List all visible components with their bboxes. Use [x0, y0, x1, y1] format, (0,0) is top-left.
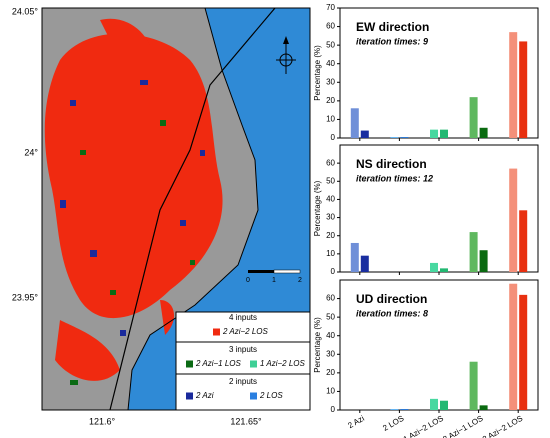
lon-label: 121.65° [230, 416, 262, 426]
bar [400, 137, 409, 138]
bar [350, 242, 359, 272]
bar [519, 294, 528, 410]
bar [430, 262, 438, 272]
bar [430, 129, 438, 138]
lon-label: 121.6° [89, 416, 116, 426]
legend-swatch [213, 328, 220, 336]
chart-subtitle: iteration times: 12 [356, 173, 433, 183]
bar [440, 129, 448, 138]
y-tick-label: 30 [326, 213, 335, 222]
y-tick-label: 10 [326, 115, 335, 124]
bar [479, 405, 488, 410]
legend-swatch [250, 392, 257, 400]
x-tick-label: 2 LOS [381, 414, 405, 433]
y-tick-label: 60 [326, 294, 335, 303]
y-tick-label: 60 [326, 158, 335, 167]
bar [519, 41, 528, 138]
y-axis-label: Percentage (%) [313, 180, 322, 236]
coastline [127, 7, 259, 411]
bar [519, 210, 528, 272]
legend-label: 2 LOS [259, 391, 283, 400]
north-arrow [276, 36, 296, 74]
chart-title: NS direction [356, 157, 427, 171]
y-axis-label: Percentage (%) [313, 317, 322, 373]
y-tick-label: 20 [326, 368, 335, 377]
bar [469, 361, 478, 410]
bar [400, 409, 409, 410]
legend-label: 1 Azi−2 LOS [260, 359, 306, 368]
y-tick-label: 40 [326, 331, 335, 340]
urban-area [55, 18, 175, 381]
bar [440, 268, 448, 272]
sea [128, 8, 310, 410]
y-tick-label: 50 [326, 312, 335, 321]
y-tick-label: 40 [326, 59, 335, 68]
legend-label: 2 Azi−2 LOS [222, 327, 269, 336]
y-tick-label: 50 [326, 176, 335, 185]
legend-swatch [186, 360, 193, 368]
chart-subtitle: iteration times: 8 [356, 308, 428, 318]
bar [430, 398, 438, 410]
lat-label: 23.95° [12, 292, 39, 302]
legend-group-title: 3 inputs [229, 345, 257, 354]
legend-label: 2 Azi−1 LOS [195, 359, 242, 368]
legend-group-title: 4 inputs [229, 313, 257, 322]
y-tick-label: 20 [326, 231, 335, 240]
urban-area [44, 33, 223, 319]
bar [350, 108, 359, 138]
x-tick-label: 2 Azi−1 LOS [441, 414, 484, 438]
scale-label: 1 [272, 277, 276, 284]
bar [509, 168, 518, 272]
fault-line [109, 7, 276, 411]
charts: 0 10 20 30 40 50 60 70 EW direction iteration tim… [313, 3, 539, 438]
bar [509, 283, 518, 410]
chart-title: EW direction [356, 20, 429, 34]
bar [479, 127, 488, 138]
legend-swatch [186, 392, 193, 400]
bar [390, 137, 399, 138]
bar [360, 130, 369, 138]
y-tick-label: 20 [326, 96, 335, 105]
legend-group-title: 2 inputs [229, 377, 257, 386]
scale-label: 2 [298, 277, 302, 284]
y-tick-label: 10 [326, 249, 335, 258]
y-tick-label: 70 [326, 3, 335, 12]
scale-label: 0 [246, 277, 250, 284]
pixels [60, 80, 205, 336]
y-axis-label: Percentage (%) [313, 45, 322, 101]
lat-label: 24.05° [12, 6, 39, 16]
y-tick-label: 0 [331, 405, 336, 414]
bar [479, 250, 488, 272]
y-tick-label: 0 [331, 267, 336, 276]
y-tick-label: 10 [326, 387, 335, 396]
bar [390, 409, 399, 410]
bar [469, 232, 478, 272]
chart-subtitle: iteration times: 9 [356, 36, 428, 46]
map: 0 1 2 24.05° 24° 23.95° 121.6° 121.65° 4… [12, 6, 311, 426]
y-tick-label: 30 [326, 77, 335, 86]
bar [440, 400, 448, 410]
x-tick-label: 1 Azi−2 LOS [402, 414, 445, 438]
legend-label: 2 Azi [195, 391, 214, 400]
x-tick-label: 2 Azi−2 LOS [481, 414, 524, 438]
y-tick-label: 0 [331, 133, 336, 142]
y-tick-label: 50 [326, 40, 335, 49]
lat-label: 24° [24, 147, 38, 157]
y-tick-label: 30 [326, 349, 335, 358]
legend: 4 inputs 2 Azi−2 LOS 3 inputs 2 Azi−1 LOS 1 … [175, 311, 311, 411]
y-tick-label: 40 [326, 195, 335, 204]
legend-box [175, 311, 311, 411]
legend-swatch [250, 360, 257, 368]
bar [509, 32, 518, 139]
bar [469, 97, 478, 138]
chart-title: UD direction [356, 292, 427, 306]
x-tick-label: 2 Azi [346, 414, 366, 431]
scale-bar: 0 1 2 [246, 269, 302, 284]
bar [360, 255, 369, 272]
y-tick-label: 60 [326, 22, 335, 31]
